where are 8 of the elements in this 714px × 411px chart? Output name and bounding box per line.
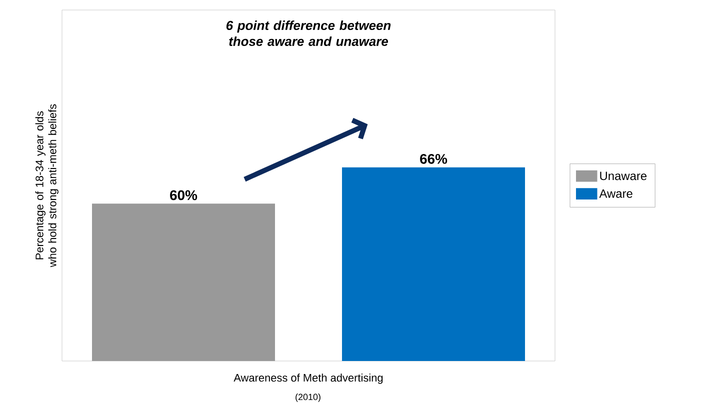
data-label: 66% — [420, 154, 448, 164]
legend-label: Unaware — [600, 172, 647, 180]
x-axis-title: Awareness of Meth advertising — [234, 374, 383, 384]
text: (2010) — [296, 394, 320, 402]
y-axis-title: Percentage of 18-34 year olds who hold strong anti-meth beliefs — [35, 104, 58, 268]
text: 6 point difference between those aware and unaware — [226, 20, 391, 46]
legend-label: Aware — [599, 189, 632, 198]
data-label: 60% — [170, 190, 198, 200]
